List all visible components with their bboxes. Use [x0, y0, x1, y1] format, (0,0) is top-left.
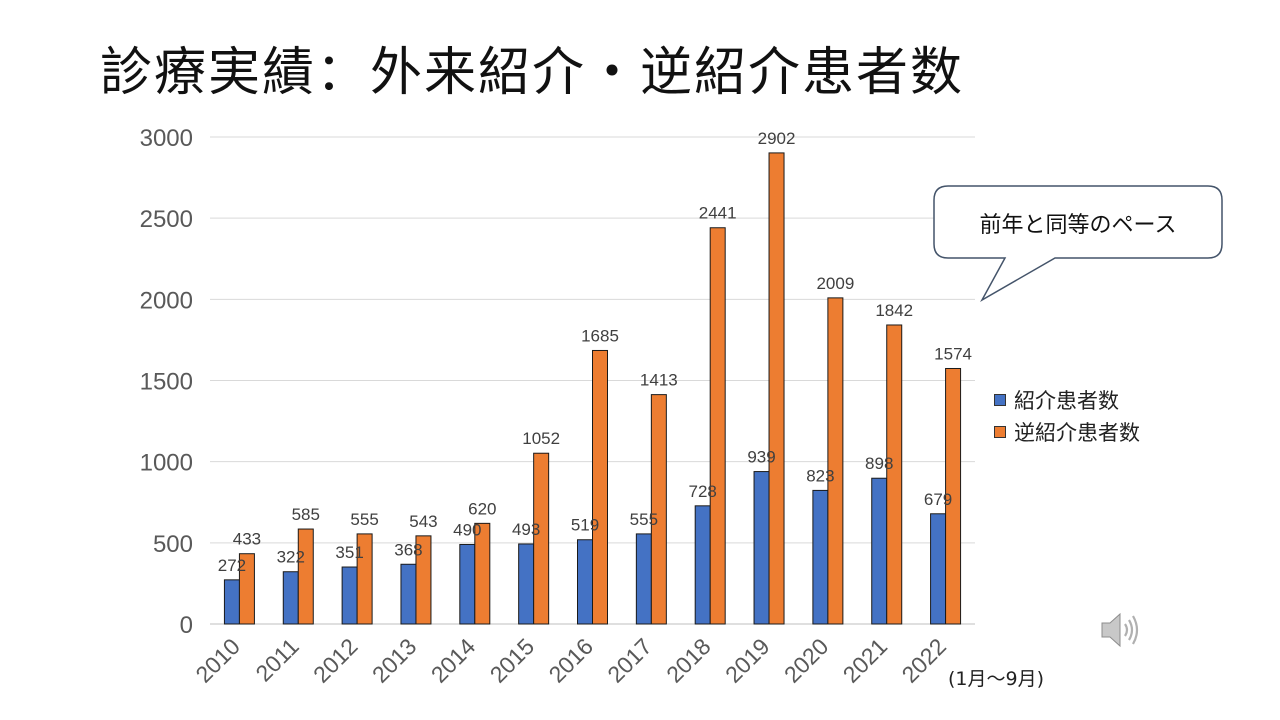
- bar-referral: [400, 563, 417, 625]
- y-tick-label: 2000: [140, 287, 193, 314]
- bar-reverse-referral: [592, 349, 608, 625]
- data-label: 322: [277, 548, 305, 567]
- data-label: 555: [350, 510, 378, 529]
- data-label: 728: [689, 482, 717, 501]
- data-label: 519: [571, 516, 599, 535]
- data-label: 555: [630, 510, 658, 529]
- data-label: 1413: [640, 371, 678, 390]
- x-tick-label: 2014: [426, 633, 481, 688]
- bar-referral: [518, 543, 535, 625]
- data-label: 620: [468, 499, 496, 518]
- bar-reverse-referral: [356, 533, 373, 625]
- bar-reverse-referral: [827, 297, 844, 625]
- data-label: 823: [806, 466, 834, 485]
- bar-referral: [930, 513, 947, 625]
- bar-referral: [812, 489, 829, 625]
- data-label: 1842: [875, 301, 913, 320]
- bar-referral: [341, 566, 358, 625]
- bar-reverse-referral: [297, 528, 314, 625]
- data-label: 898: [865, 454, 893, 473]
- speaker-icon[interactable]: [1098, 608, 1142, 652]
- data-label: 1685: [581, 326, 619, 345]
- y-tick-label: 1500: [140, 369, 193, 396]
- data-label: 2009: [816, 274, 854, 293]
- legend-swatch: [994, 394, 1006, 406]
- bar-reverse-referral: [650, 394, 667, 625]
- data-label: 433: [233, 530, 261, 549]
- bar-referral: [694, 505, 711, 625]
- legend-item-reverse-referral: 逆紹介患者数: [994, 416, 1140, 448]
- legend-label: 紹介患者数: [1014, 389, 1119, 413]
- x-tick-label: 2017: [602, 633, 657, 688]
- data-label: 679: [924, 490, 952, 509]
- bar-referral: [577, 539, 593, 625]
- x-tick-label: 2010: [190, 633, 245, 688]
- bar-referral: [459, 543, 476, 625]
- bar-reverse-referral: [886, 324, 903, 625]
- data-label: 368: [394, 540, 422, 559]
- y-tick-label: 1000: [140, 450, 193, 477]
- data-label: 2902: [758, 129, 796, 148]
- bar-reverse-referral: [768, 152, 785, 625]
- y-tick-label: 500: [153, 531, 193, 558]
- bars: [223, 152, 962, 625]
- bar-referral: [753, 471, 770, 625]
- bar-referral: [282, 571, 299, 625]
- data-label: 493: [512, 520, 540, 539]
- x-tick-label: 2015: [485, 633, 540, 688]
- bar-referral: [223, 579, 240, 625]
- legend: 紹介患者数 逆紹介患者数: [994, 384, 1140, 448]
- x-tick-label: 2016: [543, 633, 598, 688]
- bar-referral: [635, 533, 652, 625]
- x-tick-label: 2021: [838, 633, 893, 688]
- x-axis: 2010 2011 2012 2013 2014 2015 2016 2017 2018 2019…: [190, 633, 951, 688]
- bar-reverse-referral: [474, 522, 491, 625]
- period-note: (1月～9月): [948, 668, 1045, 690]
- y-tick-label: 3000: [140, 125, 193, 152]
- page-title: 診療実績：外来紹介・逆紹介患者数: [100, 43, 965, 103]
- data-label: 490: [453, 520, 481, 539]
- bar-reverse-referral: [533, 452, 550, 625]
- y-axis: 0 500 1000 1500 2000 2500 3000: [140, 125, 193, 639]
- x-tick-label: 2013: [367, 633, 422, 688]
- data-label: 939: [747, 448, 775, 467]
- bar-reverse-referral: [238, 553, 255, 625]
- x-tick-label: 2011: [250, 633, 303, 686]
- bar-reverse-referral: [415, 535, 432, 625]
- data-labels: 272 433 322 585 351 555 368 543 490 620 493 1052 519…: [218, 129, 972, 575]
- callout-bubble: [933, 185, 1223, 302]
- callout-text: 前年と同等のペース: [979, 213, 1177, 238]
- data-label: 1574: [934, 344, 972, 363]
- x-tick-label: 2018: [661, 633, 716, 688]
- legend-label: 逆紹介患者数: [1014, 421, 1140, 445]
- data-label: 585: [292, 505, 320, 524]
- data-label: 351: [335, 543, 363, 562]
- data-label: 1052: [522, 429, 560, 448]
- legend-swatch: [994, 426, 1006, 438]
- x-tick-label: 2019: [720, 633, 775, 688]
- bar-reverse-referral: [709, 227, 726, 625]
- bar-reverse-referral: [945, 367, 962, 625]
- legend-item-referral: 紹介患者数: [994, 384, 1140, 416]
- x-tick-label: 2012: [308, 633, 363, 688]
- y-tick-label: 2500: [140, 206, 193, 233]
- x-tick-label: 2022: [897, 633, 952, 688]
- x-tick-label: 2020: [779, 633, 834, 688]
- data-label: 543: [409, 512, 437, 531]
- data-label: 2441: [699, 204, 737, 223]
- bar-referral: [871, 477, 888, 625]
- data-label: 272: [218, 556, 246, 575]
- y-tick-label: 0: [180, 612, 193, 639]
